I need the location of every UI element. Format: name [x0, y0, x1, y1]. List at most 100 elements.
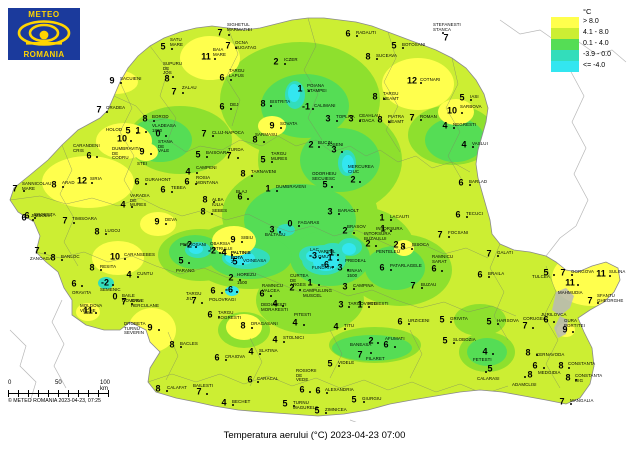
station-marker: [23, 190, 25, 192]
station-name: BUCIN: [318, 140, 333, 145]
station-name: CALAFAT: [167, 385, 187, 390]
legend-label: 4.1 - 8.0: [583, 29, 609, 36]
station-value: 5: [178, 255, 184, 266]
station-name: SUCEAVA: [376, 53, 398, 58]
station-value: 2: [273, 56, 279, 67]
station-name: CLUJ-NAPOCA: [212, 130, 245, 135]
station-value: 7: [121, 296, 127, 307]
station-name: FUNDATA: [312, 265, 333, 270]
scale-label-0: 0: [8, 380, 12, 386]
station-value: 2: [342, 225, 348, 236]
station-value: 5: [260, 154, 266, 165]
station-marker: [326, 392, 328, 394]
station-name: CAMPULUNG MUSCEL: [303, 288, 332, 298]
station-name: DROBETA TURNU SEVERIN: [124, 321, 146, 336]
station-marker: [188, 262, 190, 264]
station-marker: [201, 302, 203, 304]
station-value: 6: [24, 210, 30, 221]
station-marker: [221, 292, 223, 294]
station-marker: [195, 183, 197, 185]
station-value: 7: [62, 215, 68, 226]
station-value: 3: [331, 144, 337, 155]
temperature-map[interactable]: 5 SATU MARE 11 BAIA MARE 7 SIGHETUL MARMATIEI…: [0, 0, 629, 422]
station-value: 4: [120, 199, 126, 210]
station-value: 2: [365, 238, 371, 249]
station-name: ZALAU: [182, 85, 197, 90]
station-name: SIGHETUL MARMATIEI: [227, 22, 252, 32]
station-name: VARADIA DE MURES: [130, 193, 150, 208]
station-value: 4: [461, 139, 467, 150]
station-value: 3: [325, 113, 331, 124]
station-marker: [485, 371, 487, 373]
station-value: 7: [437, 229, 443, 240]
station-marker: [131, 303, 133, 305]
station-value: 8: [525, 347, 531, 358]
scale-bar: 0 50 100 km: [8, 380, 118, 397]
station-value: 11: [596, 268, 606, 279]
station-name: ICZER: [284, 57, 298, 62]
station-marker: [572, 331, 574, 333]
station-name: FETESTI: [473, 357, 492, 362]
station-value: 4: [442, 120, 448, 131]
station-value: 8: [377, 114, 383, 125]
station-marker: [450, 321, 452, 323]
station-name: FOCSANI: [448, 230, 469, 235]
station-value: 8: [202, 194, 208, 205]
station-marker: [420, 82, 422, 84]
station-name: GRIVITA: [450, 316, 468, 321]
station-value: 11: [565, 277, 575, 288]
station-marker: [195, 246, 197, 248]
station-value: 6: [237, 191, 243, 202]
station-name: ARAD: [62, 180, 75, 185]
station-marker: [130, 140, 132, 142]
station-marker: [347, 269, 349, 271]
station-marker: [237, 157, 239, 159]
station-marker: [211, 213, 213, 215]
station-marker: [34, 217, 36, 219]
station-value: 3: [337, 262, 343, 273]
station-name: SUPURU DE JOS: [163, 61, 183, 76]
station-value: -2: [183, 239, 193, 250]
station-value: 10: [109, 251, 121, 262]
station-marker: [298, 225, 300, 227]
station-marker: [577, 284, 579, 286]
station-marker: [239, 279, 241, 281]
station-marker: [390, 230, 392, 232]
station-name: FAGARAS: [298, 220, 320, 225]
station-marker: [390, 269, 392, 271]
station-value: 7: [171, 86, 177, 97]
station-name: PATARLAGELE: [390, 263, 422, 268]
station-value: 6: [477, 269, 483, 280]
station-marker: [403, 246, 405, 248]
legend-unit: °C: [583, 7, 592, 16]
station-name: CONSTANTA: [568, 361, 596, 366]
station-name: DEVA: [165, 217, 178, 222]
station-name: DUMBRAVITA DE CODRU: [112, 146, 142, 161]
station-marker: [214, 58, 216, 60]
station-marker: [303, 324, 305, 326]
station-value: 8: [260, 98, 266, 109]
station-marker: [356, 35, 358, 37]
station-value: 0: [287, 218, 293, 229]
legend-swatch: [551, 50, 579, 61]
station-marker: [284, 63, 286, 65]
station-marker: [337, 259, 339, 261]
station-value: 0: [155, 128, 161, 139]
station-value: 1: [380, 223, 386, 234]
station-value: 8: [155, 383, 161, 394]
station-name: MERCUREA CIUC: [348, 164, 374, 174]
station-value: 8: [50, 252, 56, 263]
station-value: 8: [94, 226, 100, 237]
station-marker: [331, 186, 333, 188]
station-value: 11: [201, 51, 211, 62]
station-value: 6: [532, 360, 538, 371]
station-value: 8: [372, 91, 378, 102]
station-name: TEBEA: [171, 185, 186, 190]
station-value: 6: [345, 28, 351, 39]
station-value: 5: [314, 405, 320, 416]
station-marker: [150, 153, 152, 155]
station-name: SEMENIC: [100, 287, 121, 292]
station-name: SULINA: [609, 269, 626, 274]
station-value: -1: [325, 247, 335, 258]
